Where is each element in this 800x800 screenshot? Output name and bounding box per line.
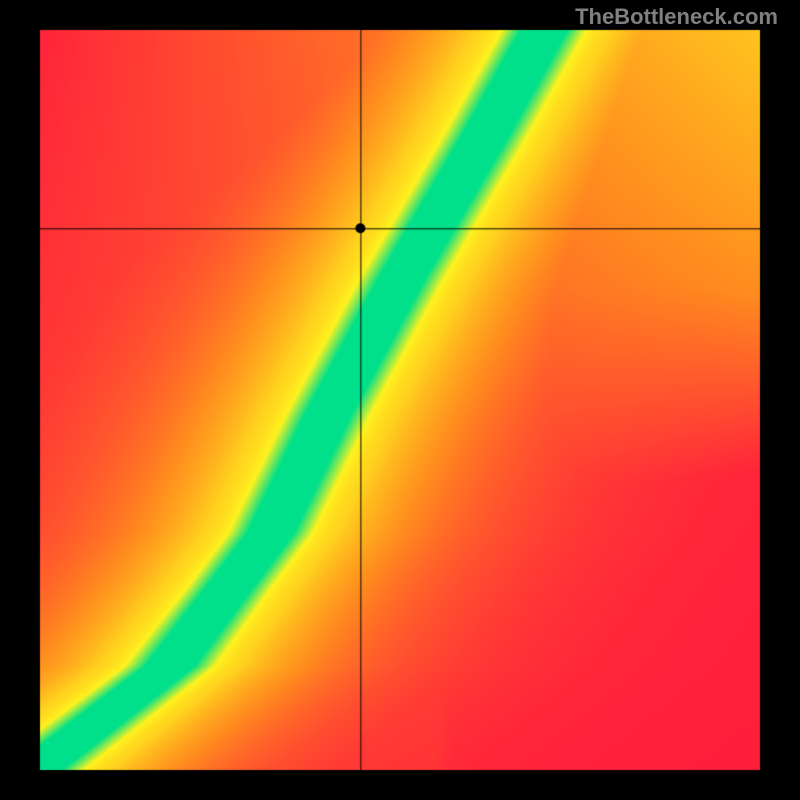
watermark-text: TheBottleneck.com <box>575 4 778 30</box>
heatmap-canvas <box>0 0 800 800</box>
chart-container: TheBottleneck.com <box>0 0 800 800</box>
